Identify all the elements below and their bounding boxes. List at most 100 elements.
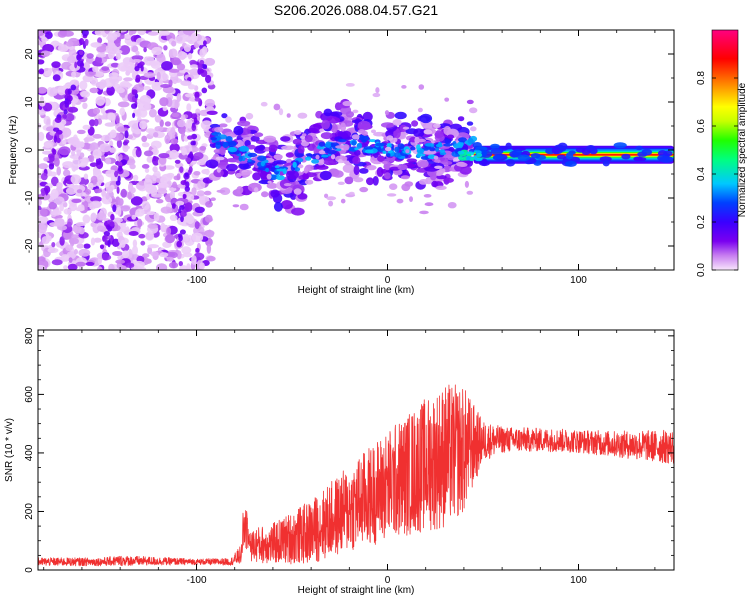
noise-blob <box>85 71 96 77</box>
signal-halo <box>376 167 384 177</box>
noise-blob <box>130 187 136 194</box>
streak-blob <box>67 88 72 95</box>
signal-core <box>228 148 237 153</box>
signal-outlier <box>273 154 283 160</box>
noise-blob <box>122 250 130 259</box>
noise-blob <box>178 261 183 267</box>
carrier-ripple <box>613 142 627 149</box>
noise-blob <box>147 246 153 255</box>
y-tick-label: -10 <box>24 190 35 205</box>
noise-blob <box>79 152 85 158</box>
noise-blob <box>195 108 201 114</box>
signal-halo <box>466 121 474 126</box>
signal-outlier <box>297 112 308 119</box>
noise-blob <box>153 212 160 222</box>
signal-core <box>215 141 221 146</box>
signal-halo <box>466 99 474 105</box>
noise-blob <box>198 195 206 205</box>
noise-blob <box>82 102 88 110</box>
noise-blob <box>205 74 212 84</box>
y-tick-label: 400 <box>24 444 35 461</box>
signal-halo <box>406 158 418 163</box>
signal-outlier <box>337 159 343 164</box>
noise-blob <box>146 156 153 163</box>
signal-halo <box>366 165 377 171</box>
noise-blob <box>107 112 116 121</box>
noise-blob <box>62 169 71 177</box>
signal-core <box>429 147 436 152</box>
streak-blob <box>76 55 81 60</box>
signal-halo <box>315 165 329 170</box>
signal-halo <box>429 172 437 181</box>
noise-blob <box>99 79 107 89</box>
noise-blob <box>51 242 56 248</box>
noise-blob <box>176 173 181 181</box>
signal-outlier <box>375 87 380 94</box>
streak-blob <box>131 103 138 109</box>
noise-blob <box>122 145 130 150</box>
signal-halo <box>233 125 244 136</box>
signal-core <box>318 141 326 147</box>
noise-blob <box>162 73 168 81</box>
noise-blob <box>61 127 72 138</box>
signal-outlier <box>328 200 334 207</box>
carrier-ripple <box>512 149 523 157</box>
signal-core <box>386 153 391 158</box>
y-tick-label: 600 <box>24 386 35 403</box>
noise-blob <box>114 38 121 48</box>
signal-halo <box>266 182 278 189</box>
signal-halo <box>221 113 228 119</box>
signal-halo <box>206 110 218 116</box>
noise-blob <box>128 231 139 236</box>
signal-halo <box>226 163 238 172</box>
noise-blob <box>204 98 215 108</box>
noise-blob <box>70 174 82 185</box>
noise-blob <box>90 42 102 48</box>
noise-blob <box>180 114 186 121</box>
noise-blob <box>206 255 216 262</box>
noise-blob <box>142 253 150 258</box>
noise-blob <box>56 166 61 176</box>
noise-blob <box>131 55 144 61</box>
noise-blob <box>111 238 120 247</box>
signal-halo <box>384 172 391 180</box>
noise-blob <box>154 126 164 132</box>
noise-blob <box>190 30 196 34</box>
noise-blob <box>174 99 179 110</box>
noise-blob <box>105 158 112 165</box>
signal-core <box>325 141 332 148</box>
signal-outlier <box>402 126 410 130</box>
signal-core <box>393 152 403 158</box>
noise-blob <box>205 168 210 176</box>
signal-outlier <box>353 177 364 183</box>
noise-blob <box>38 199 42 206</box>
noise-blob <box>67 106 79 113</box>
signal-outlier <box>401 85 407 89</box>
carrier-ripple <box>490 148 504 155</box>
snr-frame <box>37 329 675 571</box>
noise-blob <box>150 140 162 149</box>
signal-outlier <box>386 193 397 197</box>
noise-blob <box>178 265 189 270</box>
noise-blob <box>45 31 53 39</box>
noise-blob <box>61 61 72 70</box>
noise-blob <box>159 97 169 107</box>
noise-blob <box>116 139 122 149</box>
noise-blob <box>141 142 150 148</box>
signal-core <box>382 150 387 154</box>
noise-blob <box>99 143 111 153</box>
noise-blob <box>95 96 106 106</box>
noise-blob <box>104 30 110 34</box>
signal-core <box>351 140 357 146</box>
noise-blob <box>187 84 196 90</box>
signal-core <box>439 149 446 153</box>
signal-outlier <box>386 135 394 141</box>
signal-outlier <box>447 202 457 209</box>
signal-outlier <box>470 126 477 132</box>
noise-blob <box>156 53 166 63</box>
noise-blob <box>40 50 50 57</box>
noise-blob <box>108 72 120 80</box>
streak-blob <box>139 61 145 66</box>
signal-halo <box>431 180 438 188</box>
noise-blob <box>131 59 143 64</box>
